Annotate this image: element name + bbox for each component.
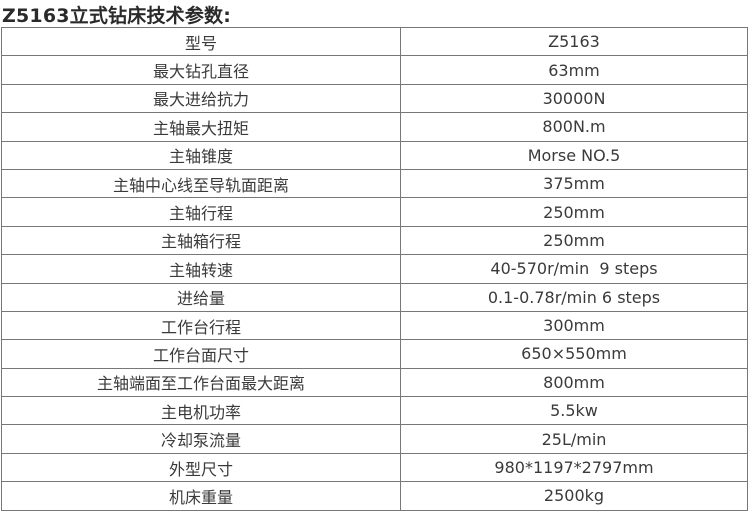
table-row: 最大钻孔直径 63mm [1,55,748,85]
spec-label: 工作台面尺寸 [1,339,401,369]
spec-label: 主电机功率 [1,396,401,426]
spec-value: 0.1-0.78r/min 6 steps [400,282,748,312]
spec-label: 主轴锥度 [1,140,401,170]
table-row: 主轴行程 250mm [1,197,748,227]
table-row: 最大进给抗力 30000N [1,83,748,114]
table-row: 主电机功率 5.5kw [1,396,748,426]
table-row: 型号 Z5163 [1,26,748,57]
spec-label: 外型尺寸 [1,452,401,483]
table-row: 机床重量 2500kg [1,481,748,511]
spec-value: 300mm [400,310,748,341]
spec-value: 40-570r/min 9 steps [400,254,748,284]
spec-value: Z5163 [400,26,748,57]
spec-label: 最大钻孔直径 [1,55,401,85]
spec-value: 375mm [400,168,748,199]
table-row: 主轴最大扭矩 800N.m [1,112,748,142]
spec-value: 5.5kw [400,396,748,426]
spec-value: 800mm [400,367,748,398]
page-title: Z5163立式钻床技术参数: [2,5,232,27]
table-row: 主轴转速 40-570r/min 9 steps [1,254,748,284]
spec-value: 250mm [400,225,748,256]
spec-value: 650×550mm [400,339,748,369]
table-row: 主轴中心线至导轨面距离 375mm [1,168,748,199]
table-row: 冷却泵流量 25L/min [1,424,748,454]
table-row: 工作台面尺寸 650×550mm [1,339,748,369]
spec-label: 最大进给抗力 [1,83,401,114]
spec-value: 30000N [400,83,748,114]
spec-label: 冷却泵流量 [1,424,401,454]
spec-value: 25L/min [400,424,748,454]
spec-value: 250mm [400,197,748,227]
spec-label: 进给量 [1,282,401,312]
spec-label: 主轴箱行程 [1,225,401,256]
table-row: 工作台行程 300mm [1,310,748,341]
spec-label: 主轴行程 [1,197,401,227]
spec-label: 主轴转速 [1,254,401,284]
table-row: 主轴箱行程 250mm [1,225,748,256]
table-row: 进给量 0.1-0.78r/min 6 steps [1,282,748,312]
spec-label: 主轴最大扭矩 [1,112,401,142]
spec-label: 主轴中心线至导轨面距离 [1,168,401,199]
spec-value: 980*1197*2797mm [400,452,748,483]
table-row: 外型尺寸 980*1197*2797mm [1,452,748,483]
spec-label: 工作台行程 [1,310,401,341]
spec-value: Morse NO.5 [400,140,748,170]
spec-value: 800N.m [400,112,748,142]
spec-value: 63mm [400,55,748,85]
table-row: 主轴端面至工作台面最大距离 800mm [1,367,748,398]
table-row: 主轴锥度 Morse NO.5 [1,140,748,170]
spec-label: 型号 [1,26,401,57]
spec-label: 机床重量 [1,481,401,511]
spec-label: 主轴端面至工作台面最大距离 [1,367,401,398]
spec-table: 型号 Z5163 最大钻孔直径 63mm 最大进给抗力 30000N 主轴最大扭矩 800N.… [1,26,748,511]
spec-value: 2500kg [400,481,748,511]
